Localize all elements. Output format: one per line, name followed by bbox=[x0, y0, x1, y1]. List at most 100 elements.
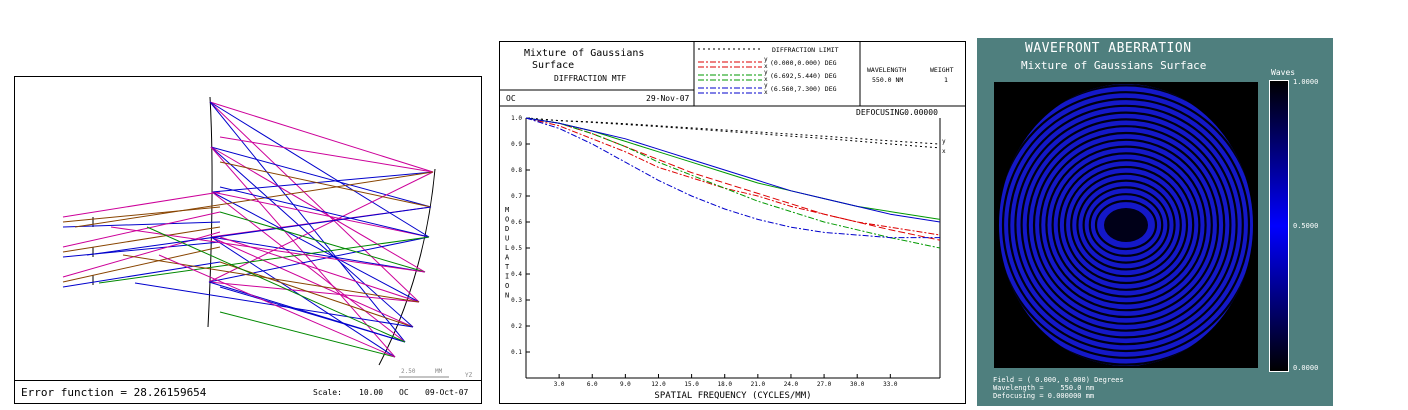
reflected-ray bbox=[208, 171, 434, 283]
reflected-ray bbox=[209, 101, 434, 173]
series-line bbox=[525, 117, 940, 239]
wavefront-ring bbox=[1051, 152, 1201, 298]
layout-footer: Error function = 28.26159654 Scale: 10.0… bbox=[15, 380, 481, 403]
x-tick-label: 6.0 bbox=[587, 381, 598, 388]
series-line bbox=[525, 117, 941, 145]
wavefront-ring bbox=[999, 91, 1253, 359]
wavefront-title: WAVEFRONT ABERRATION bbox=[1025, 41, 1192, 56]
x-tick-label: 21.0 bbox=[751, 381, 766, 388]
legend-label: (6.692,5.440) DEG bbox=[770, 72, 837, 80]
return-ray bbox=[219, 311, 396, 358]
return-ray bbox=[219, 136, 434, 173]
return-ray bbox=[219, 286, 406, 343]
x-tick-label: 9.0 bbox=[620, 381, 631, 388]
y-tick-label: 0.8 bbox=[511, 167, 522, 174]
wavefront-ring bbox=[1039, 138, 1213, 312]
y-tick-label: 0.7 bbox=[511, 193, 522, 200]
x-tick-label: 15.0 bbox=[684, 381, 699, 388]
series-line bbox=[525, 117, 941, 249]
x-tick-label: 33.0 bbox=[883, 381, 898, 388]
wavefront-ring bbox=[1045, 145, 1207, 305]
legend-sub-y: y bbox=[764, 69, 768, 76]
wavelength-info: Wavelength = 550.0 nm bbox=[993, 384, 1095, 392]
scale-value: 10.00 bbox=[359, 388, 384, 397]
y-tick-label: 0.9 bbox=[511, 141, 522, 148]
scale-bar-label: 2.50 bbox=[401, 368, 416, 375]
reflected-ray bbox=[209, 101, 430, 238]
mtf-date: 29-Nov-07 bbox=[646, 94, 690, 103]
series-line bbox=[525, 117, 941, 220]
weight-value: 1 bbox=[944, 76, 948, 84]
wavefront-ring bbox=[1076, 179, 1176, 271]
oc-label: OC bbox=[399, 388, 409, 397]
return-ray bbox=[219, 236, 420, 303]
reflected-ray bbox=[209, 101, 406, 343]
entrance-ray bbox=[62, 226, 221, 253]
legend-sub-x: x bbox=[764, 63, 768, 70]
reflected-ray bbox=[210, 146, 432, 208]
wavefront-ring bbox=[1026, 125, 1226, 325]
wavefront-ring bbox=[1088, 193, 1164, 257]
colorbar-label: Waves bbox=[1271, 68, 1296, 77]
reflected-ray bbox=[211, 171, 434, 193]
entrance-ray bbox=[62, 191, 221, 218]
defocusing-label: DEFOCUSING0.00000 bbox=[856, 108, 938, 117]
series-line bbox=[525, 117, 941, 241]
mtf-plot-area: 0.1 0.2 0.3 0.4 0.5 0.6 0.7 0.8 0.9 1.0 3.0 6.0 9.0 1… bbox=[505, 115, 946, 401]
x-tick-label: 24.0 bbox=[784, 381, 799, 388]
wavefront-rings bbox=[999, 84, 1253, 366]
x-tick-label: 18.0 bbox=[717, 381, 732, 388]
mtf-oc-label: OC bbox=[506, 94, 516, 103]
mtf-title-line1: Mixture of Gaussians bbox=[524, 48, 644, 59]
colorbar-tick-max: 1.0000 bbox=[1293, 78, 1319, 86]
y-tick-label: 0.5 bbox=[511, 245, 522, 252]
wavefront-ring bbox=[1063, 165, 1189, 285]
return-ray bbox=[146, 226, 406, 343]
x-axis-label: SPATIAL FREQUENCY (CYCLES/MM) bbox=[654, 391, 811, 401]
defocusing-info: Defocusing = 0.000000 mm bbox=[993, 392, 1095, 400]
wavelength-value: 550.0 NM bbox=[872, 76, 903, 84]
wavefront-ring bbox=[1057, 159, 1195, 291]
fold-mirror bbox=[207, 96, 213, 328]
legend-sub-x: x bbox=[764, 89, 768, 96]
wavefront-ring bbox=[1032, 131, 1220, 319]
wavelength-header: WAVELENGTH bbox=[867, 66, 906, 74]
wavefront-ring bbox=[1014, 111, 1238, 339]
x-tick-label: 27.0 bbox=[817, 381, 832, 388]
return-ray bbox=[98, 236, 430, 284]
return-ray bbox=[219, 161, 432, 208]
reflected-ray bbox=[210, 236, 414, 328]
mtf-chart-panel: Mixture of Gaussians Surface DIFFRACTION… bbox=[499, 41, 966, 404]
y-tick-label: 0.6 bbox=[511, 219, 522, 226]
return-ray bbox=[219, 261, 414, 328]
wavefront-subtitle: Mixture of Gaussians Surface bbox=[1021, 59, 1207, 72]
legend-label: DIFFRACTION LIMIT bbox=[772, 46, 839, 54]
x-tick-label: 3.0 bbox=[554, 381, 565, 388]
wavefront-ring bbox=[1082, 186, 1170, 264]
x-tick-label: 12.0 bbox=[651, 381, 666, 388]
entrance-ray bbox=[62, 211, 221, 248]
entrance-ray bbox=[62, 206, 221, 223]
wavefront-ring bbox=[1020, 118, 1232, 332]
wavefront-ring bbox=[1008, 104, 1244, 346]
mtf-subtitle: DIFFRACTION MTF bbox=[554, 74, 626, 83]
entrance-ray bbox=[62, 231, 221, 278]
entrance-ray bbox=[62, 246, 221, 283]
layout-date: 09-Oct-07 bbox=[425, 388, 469, 397]
reflected-ray bbox=[211, 191, 406, 343]
scale-label: Scale: bbox=[313, 388, 342, 397]
series-line bbox=[525, 117, 941, 236]
mtf-header: Mixture of Gaussians Surface DIFFRACTION… bbox=[500, 42, 965, 117]
x-tick-label: 30.0 bbox=[850, 381, 865, 388]
y-tick-label: 0.3 bbox=[511, 297, 522, 304]
legend-sub-x: x bbox=[764, 76, 768, 83]
entrance-ray bbox=[62, 261, 221, 288]
series-line bbox=[525, 117, 941, 149]
reflected-ray bbox=[209, 101, 420, 303]
scale-bar-unit: MM bbox=[435, 368, 443, 375]
y-tick-label: 1.0 bbox=[511, 115, 522, 122]
colorbar-tick-mid: 0.5000 bbox=[1293, 222, 1319, 230]
return-ray bbox=[158, 254, 396, 358]
